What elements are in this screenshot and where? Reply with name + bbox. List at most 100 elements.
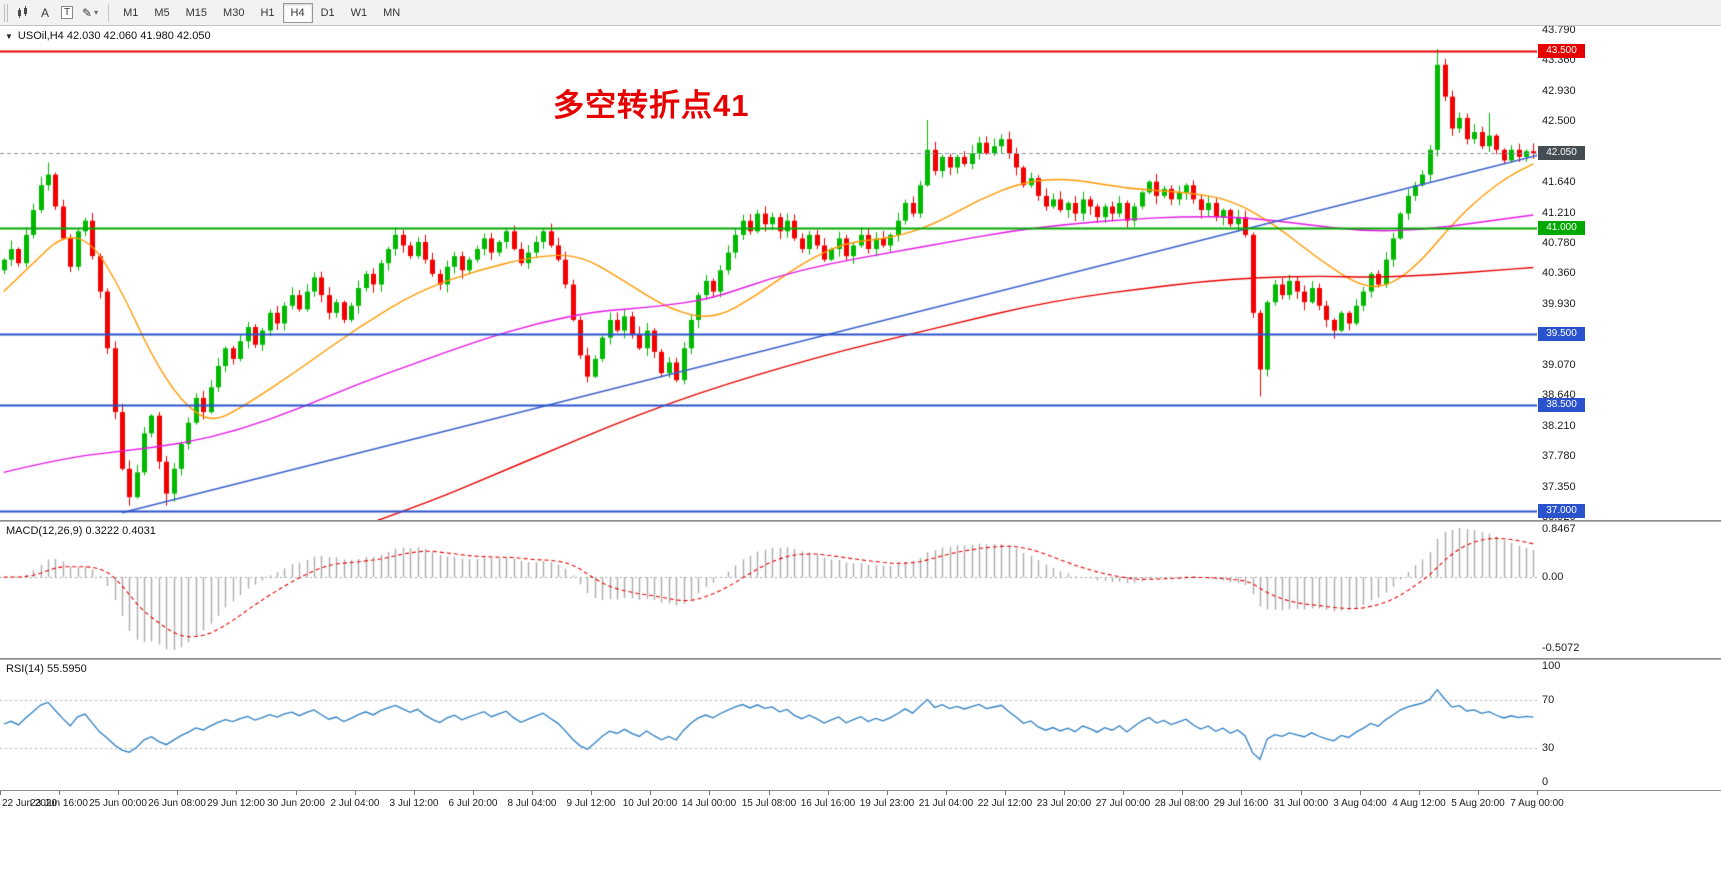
time-label: 23 Jun 16:00 <box>30 798 88 809</box>
toolbar-grip[interactable] <box>4 3 8 22</box>
price-tick: 43.790 <box>1542 26 1576 36</box>
price-tick: 40.360 <box>1542 267 1576 280</box>
pencil-icon: ✎ <box>82 5 93 20</box>
price-tick: 42.500 <box>1542 115 1576 128</box>
time-label: 10 Jul 20:00 <box>622 798 678 809</box>
rsi-axis[interactable]: 100 70 30 0 <box>1537 660 1721 790</box>
time-label: 31 Jul 00:00 <box>1273 798 1329 809</box>
time-label: 16 Jul 16:00 <box>800 798 856 809</box>
pane-separator[interactable] <box>0 520 1721 522</box>
price-badge: 39.500 <box>1538 327 1585 342</box>
time-label: 29 Jul 16:00 <box>1213 798 1269 809</box>
time-tick <box>769 791 770 795</box>
symbol-ohlc-title: ▼ USOil,H4 42.030 42.060 41.980 42.050 <box>5 30 211 42</box>
symbol-ohlc-text: USOil,H4 42.030 42.060 41.980 42.050 <box>17 30 211 42</box>
text-tool-icon: A <box>40 5 49 20</box>
pane-separator[interactable] <box>0 658 1721 660</box>
time-label: 22 Jul 12:00 <box>977 798 1033 809</box>
time-tick <box>236 791 237 795</box>
price-badge: 37.000 <box>1538 504 1585 519</box>
macd-min-tick: -0.5072 <box>1542 642 1580 654</box>
tf-button-H1[interactable]: H1 <box>260 6 275 19</box>
price-tick: 41.640 <box>1542 176 1576 189</box>
timeframe-group: M1 M5 M15 M30 H1 H4 D1 W1 MN <box>115 2 408 23</box>
price-axis[interactable]: 43.790 43.360 42.930 42.500 41.640 41.210 40.7… <box>1537 26 1721 520</box>
time-tick <box>59 791 60 795</box>
candles-icon <box>17 6 27 18</box>
tf-button-H4[interactable]: H4 <box>282 2 313 23</box>
time-tick <box>1419 791 1420 795</box>
time-label: 25 Jun 00:00 <box>89 798 147 809</box>
price-tick: 37.780 <box>1542 450 1576 463</box>
time-label: 30 Jun 20:00 <box>267 798 325 809</box>
time-tick <box>1182 791 1183 795</box>
time-label: 19 Jul 23:00 <box>859 798 915 809</box>
chart-annotation-text[interactable]: 多空转折点41 <box>553 88 750 123</box>
candlestick-tool-icon[interactable] <box>12 3 34 23</box>
tf-button-D1[interactable]: D1 <box>320 6 335 19</box>
time-label: 4 Aug 12:00 <box>1392 798 1446 809</box>
time-label: 5 Aug 20:00 <box>1451 798 1505 809</box>
time-label: 23 Jul 20:00 <box>1036 798 1092 809</box>
macd-axis[interactable]: 0.8467 0.00 -0.5072 <box>1537 522 1721 658</box>
label-tool-button[interactable]: T <box>56 3 78 23</box>
rsi-chart-canvas[interactable] <box>0 660 1537 790</box>
time-tick <box>177 791 178 795</box>
time-tick <box>1064 791 1065 795</box>
tf-button-M30[interactable]: M30 <box>223 6 245 19</box>
time-label: 8 Jul 04:00 <box>507 798 557 809</box>
time-tick <box>1123 791 1124 795</box>
time-tick <box>532 791 533 795</box>
time-label: 27 Jul 00:00 <box>1095 798 1151 809</box>
time-tick <box>946 791 947 795</box>
time-tick <box>1005 791 1006 795</box>
time-label: 21 Jul 04:00 <box>918 798 974 809</box>
toolbar: A T ✎ ▾ M1 M5 M15 M30 H1 H4 D1 W1 MN <box>0 0 1721 26</box>
macd-chart-canvas[interactable] <box>0 522 1537 658</box>
time-tick <box>1360 791 1361 795</box>
time-label: 3 Aug 04:00 <box>1333 798 1387 809</box>
price-tick: 39.070 <box>1542 358 1576 371</box>
price-tick: 41.210 <box>1542 206 1576 219</box>
tf-button-W1[interactable]: W1 <box>350 6 368 19</box>
tf-button-M15[interactable]: M15 <box>185 6 208 19</box>
chart-marker-icon: ▼ <box>5 31 13 41</box>
toolbar-separator <box>108 3 110 22</box>
macd-max-tick: 0.8467 <box>1542 523 1576 535</box>
tf-button-M5[interactable]: M5 <box>154 6 170 19</box>
time-tick <box>355 791 356 795</box>
price-tick: 40.780 <box>1542 237 1576 250</box>
price-pane: ▼ USOil,H4 42.030 42.060 41.980 42.050 多… <box>0 26 1721 520</box>
time-label: 3 Jul 12:00 <box>389 798 439 809</box>
time-label: 2 Jul 04:00 <box>330 798 380 809</box>
tf-button-M1[interactable]: M1 <box>123 6 139 19</box>
time-tick <box>828 791 829 795</box>
time-label: 28 Jul 08:00 <box>1154 798 1210 809</box>
tf-button-MN[interactable]: MN <box>383 6 401 19</box>
time-tick <box>650 791 651 795</box>
macd-pane: MACD(12,26,9) 0.3222 0.4031 0.8467 0.00 … <box>0 522 1721 658</box>
time-tick <box>473 791 474 795</box>
time-tick <box>709 791 710 795</box>
price-tick: 37.350 <box>1542 480 1576 493</box>
time-tick <box>591 791 592 795</box>
time-label: 29 Jun 12:00 <box>207 798 265 809</box>
price-badge: 42.050 <box>1538 146 1585 161</box>
rsi-tick-100: 100 <box>1542 660 1561 672</box>
time-tick <box>414 791 415 795</box>
time-axis[interactable]: 22 Jun 2020 23 Jun 16:00 25 Jun 00:00 26 Ju… <box>0 790 1721 816</box>
rsi-tick-0: 0 <box>1542 776 1549 788</box>
rsi-label: RSI(14) 55.5950 <box>6 663 87 675</box>
time-tick <box>296 791 297 795</box>
time-tick <box>118 791 119 795</box>
price-tick: 39.930 <box>1542 297 1576 310</box>
candlestick-chart-canvas[interactable] <box>0 26 1537 520</box>
price-badge: 41.000 <box>1538 220 1585 235</box>
text-tool-button[interactable]: A <box>34 3 56 23</box>
price-badge: 38.500 <box>1538 397 1585 412</box>
rsi-tick-70: 70 <box>1542 694 1555 706</box>
time-label: 14 Jul 00:00 <box>681 798 737 809</box>
draw-tool-button[interactable]: ✎ ▾ <box>78 3 102 23</box>
time-label: 7 Aug 00:00 <box>1510 798 1564 809</box>
time-tick <box>887 791 888 795</box>
